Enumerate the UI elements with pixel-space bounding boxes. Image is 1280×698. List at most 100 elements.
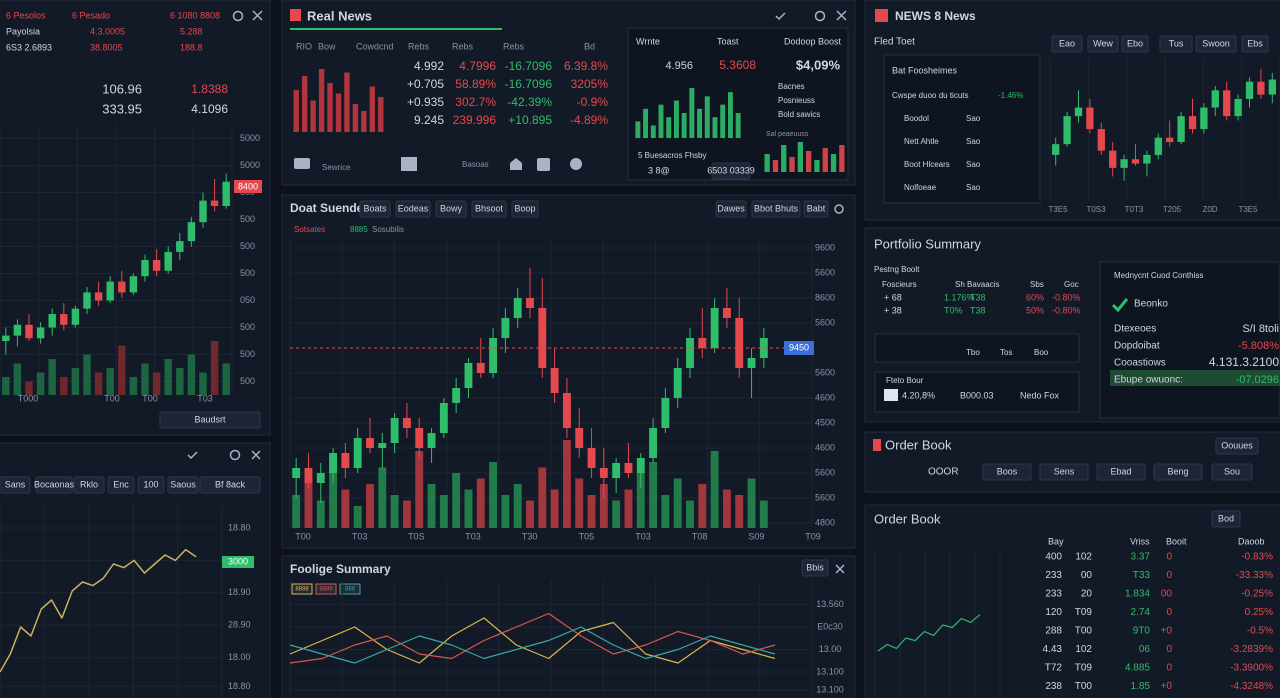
button-bg[interactable]	[1215, 437, 1259, 455]
button[interactable]: Bocaonas	[34, 479, 75, 489]
news-item: Boot Hlcears	[904, 160, 950, 169]
button[interactable]: Enc	[113, 479, 129, 489]
button[interactable]: Dawes	[717, 203, 745, 213]
button[interactable]: 100	[143, 479, 158, 489]
icon-refresh[interactable]	[834, 204, 844, 214]
icon-close[interactable]	[836, 10, 847, 21]
icon-search[interactable]	[229, 449, 241, 461]
button[interactable]: Bod	[1218, 513, 1234, 523]
icon-settings[interactable]	[570, 158, 582, 170]
button[interactable]: Bf 8ack	[215, 479, 246, 489]
button[interactable]: Bbis	[806, 562, 824, 572]
button-bg[interactable]	[199, 476, 261, 494]
icon-close[interactable]	[835, 564, 845, 574]
icon[interactable]	[294, 158, 310, 169]
button[interactable]: Boos	[997, 466, 1018, 476]
button-bg[interactable]	[1039, 463, 1089, 481]
icon-search[interactable]	[232, 10, 244, 22]
icon[interactable]	[401, 157, 417, 171]
button-bg[interactable]	[435, 200, 467, 218]
table-cell: -16.7096	[505, 59, 553, 73]
button[interactable]: Swoon	[1202, 38, 1230, 48]
button[interactable]: 6503 03339	[707, 165, 755, 175]
button-bg[interactable]	[511, 200, 539, 218]
row-value: S/I 8toli	[1242, 323, 1279, 335]
icon-home[interactable]	[510, 158, 522, 170]
button[interactable]: Sou	[1224, 466, 1240, 476]
button-bg[interactable]	[137, 476, 165, 494]
button-bg[interactable]	[715, 200, 747, 218]
button[interactable]: Rklo	[80, 479, 98, 489]
button-bg[interactable]	[73, 476, 105, 494]
button-bg[interactable]	[1159, 35, 1193, 53]
button-bg[interactable]	[803, 200, 829, 218]
button-bg[interactable]	[395, 200, 431, 218]
button[interactable]: Ebad	[1110, 466, 1131, 476]
panel-title: Foolige Summary	[290, 562, 391, 576]
candle-body	[106, 281, 114, 301]
button[interactable]: Bhsoot	[475, 203, 504, 213]
bar	[513, 484, 522, 528]
button-bg[interactable]	[167, 476, 199, 494]
x-tick-label: T09	[805, 531, 821, 541]
button-bg[interactable]	[1153, 463, 1203, 481]
button-bg[interactable]	[1051, 35, 1083, 53]
button-bg[interactable]	[1096, 463, 1146, 481]
button[interactable]: Ebs	[1247, 38, 1263, 48]
button[interactable]: Ebo	[1127, 38, 1143, 48]
button[interactable]: Saous	[170, 479, 196, 489]
button-bg[interactable]	[1195, 35, 1237, 53]
candle-body	[686, 338, 694, 368]
button-bg[interactable]	[107, 476, 135, 494]
button-bg[interactable]	[751, 200, 801, 218]
news-item: Nolfoeae	[904, 183, 937, 192]
button[interactable]: Wew	[1093, 38, 1113, 48]
button[interactable]: Eao	[1059, 38, 1075, 48]
button-bg[interactable]	[0, 476, 31, 494]
table-cell: -16.7096	[505, 77, 553, 91]
button-bg[interactable]	[471, 200, 507, 218]
bar	[720, 104, 726, 138]
table-cell: 6S3 2.6893	[6, 42, 52, 52]
button-bg[interactable]	[1211, 510, 1241, 528]
button-bg[interactable]	[159, 411, 261, 429]
candle-body	[550, 368, 559, 393]
button-bg[interactable]	[1211, 463, 1253, 481]
bar	[658, 104, 664, 138]
button[interactable]: Babt	[807, 203, 826, 213]
button[interactable]: Boats	[363, 203, 387, 213]
icon-search[interactable]	[814, 10, 826, 22]
button-bg[interactable]	[711, 162, 751, 180]
icon-check[interactable]	[187, 451, 198, 460]
table-cell: T00	[1075, 626, 1093, 637]
x-tick-label: T0S3	[1086, 205, 1106, 214]
bar	[36, 372, 45, 395]
button-bg[interactable]	[1241, 35, 1269, 53]
icon-check[interactable]	[775, 12, 786, 21]
button-bg[interactable]	[35, 476, 73, 494]
button-bg[interactable]	[1121, 35, 1149, 53]
header-cell: 6 Pesado	[72, 10, 110, 20]
button[interactable]: Baudsrt	[194, 414, 226, 424]
button-bg[interactable]	[982, 463, 1032, 481]
button[interactable]: Boop	[514, 203, 535, 213]
button[interactable]: Oouues	[1221, 440, 1253, 450]
icon[interactable]	[537, 158, 550, 171]
button[interactable]: Bowy	[440, 203, 463, 213]
icon-close[interactable]	[252, 10, 263, 21]
table-cell: 4.885	[1125, 663, 1150, 674]
button[interactable]: Sans	[5, 479, 26, 489]
button[interactable]: Tus	[1169, 38, 1184, 48]
candle-body	[673, 368, 682, 398]
button[interactable]: Sens	[1054, 466, 1075, 476]
candle-body	[612, 463, 621, 478]
button-bg[interactable]	[1087, 35, 1119, 53]
button[interactable]: Eodeas	[398, 203, 429, 213]
button[interactable]: Beng	[1167, 466, 1188, 476]
button[interactable]: Bbot Bhuts	[754, 203, 799, 213]
candle-body	[1234, 98, 1242, 117]
candle-body	[722, 308, 731, 318]
button-bg[interactable]	[359, 200, 391, 218]
icon-close[interactable]	[251, 450, 261, 460]
button-bg[interactable]	[801, 559, 829, 577]
